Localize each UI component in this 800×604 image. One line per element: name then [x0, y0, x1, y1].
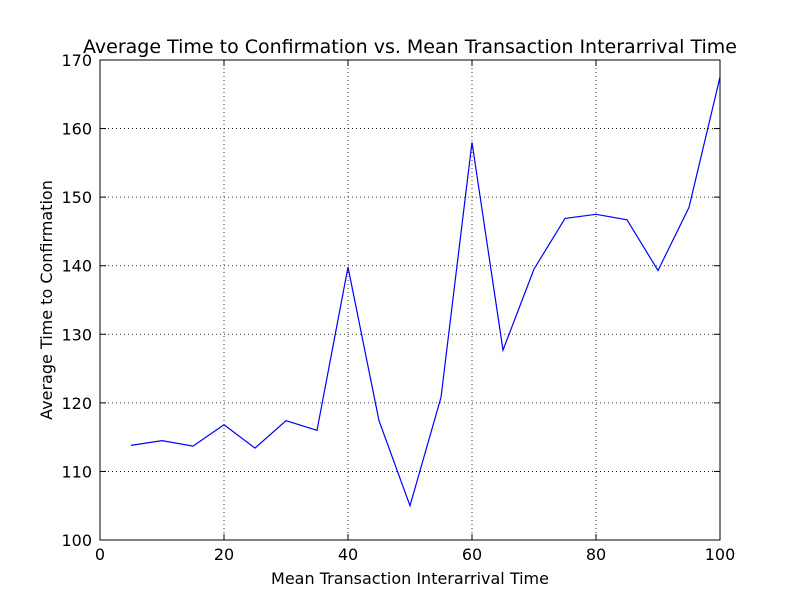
x-tick-label: 80	[586, 545, 606, 564]
axis-ticks: 0 20 40 60 80 100 100 110 120 130 140 150 160 170	[61, 51, 735, 564]
chart-title: Average Time to Confirmation vs. Mean Tr…	[83, 36, 737, 58]
grid-lines	[100, 60, 720, 540]
y-tick-label: 140	[61, 257, 92, 276]
x-tick-label: 100	[705, 545, 736, 564]
y-axis-label: Average Time to Confirmation	[37, 180, 56, 420]
y-tick-label: 150	[61, 188, 92, 207]
y-tick-label: 110	[61, 462, 92, 481]
x-tick-label: 20	[214, 545, 234, 564]
x-axis-label: Mean Transaction Interarrival Time	[271, 569, 549, 588]
x-tick-label: 40	[338, 545, 358, 564]
plot-area-frame	[99, 59, 721, 541]
y-tick-label: 170	[61, 51, 92, 70]
x-tick-label: 0	[95, 545, 105, 564]
y-tick-label: 100	[61, 531, 92, 550]
y-tick-label: 160	[61, 120, 92, 139]
y-tick-label: 120	[61, 394, 92, 413]
series-layer	[130, 76, 721, 508]
y-tick-label: 130	[61, 325, 92, 344]
x-tick-label: 60	[462, 545, 482, 564]
series-line	[130, 76, 721, 508]
